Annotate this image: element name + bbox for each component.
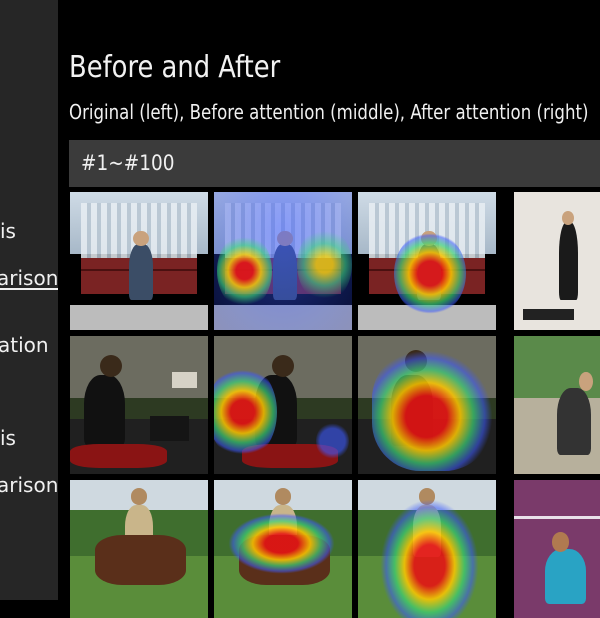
before-attention-image[interactable] — [214, 336, 352, 474]
main-content: Before and After Original (left), Before… — [58, 0, 600, 618]
sidebar: is arison ation is arison — [0, 0, 58, 600]
page-subtitle: Original (left), Before attention (middl… — [69, 100, 589, 124]
range-label: #1~#100 — [81, 151, 175, 175]
original-image[interactable] — [514, 192, 600, 330]
after-attention-image[interactable] — [358, 336, 496, 474]
sidebar-item-3[interactable]: ation — [0, 333, 49, 357]
page-title: Before and After — [69, 50, 281, 85]
sidebar-item-2[interactable]: arison — [0, 266, 58, 290]
after-attention-image[interactable] — [358, 192, 496, 330]
sidebar-item-5[interactable]: arison — [0, 473, 58, 497]
original-image[interactable] — [70, 480, 208, 618]
before-attention-image[interactable] — [214, 192, 352, 330]
original-image[interactable] — [70, 192, 208, 330]
sidebar-item-4[interactable]: is — [0, 426, 16, 450]
original-image[interactable] — [514, 480, 600, 618]
original-image[interactable] — [70, 336, 208, 474]
sidebar-item-1[interactable]: is — [0, 219, 16, 243]
range-selector[interactable]: #1~#100 — [69, 140, 600, 187]
original-image[interactable] — [514, 336, 600, 474]
after-attention-image[interactable] — [358, 480, 496, 618]
before-attention-image[interactable] — [214, 480, 352, 618]
